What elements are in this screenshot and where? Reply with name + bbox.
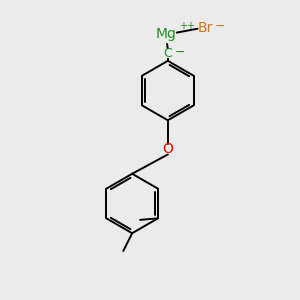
Text: C: C xyxy=(164,47,172,60)
Text: −: − xyxy=(174,46,185,59)
Text: Mg: Mg xyxy=(156,27,177,41)
Text: ++: ++ xyxy=(179,21,195,31)
Text: O: O xyxy=(162,142,173,156)
Text: −: − xyxy=(214,20,225,33)
Text: Br: Br xyxy=(197,21,213,35)
